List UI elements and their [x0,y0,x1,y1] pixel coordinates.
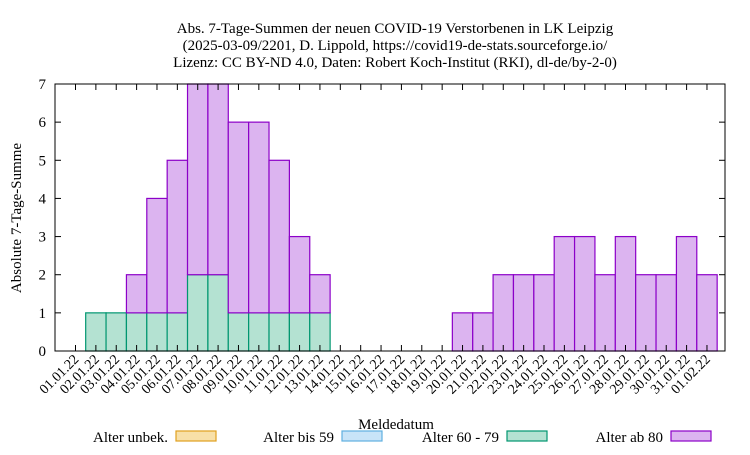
bar-alter-ab-80-10.01.22 [248,121,270,314]
y-tick-label: 4 [39,191,47,207]
y-tick-label: 5 [39,153,47,169]
bar-alter-ab-80-13.01.22 [309,274,331,314]
x-axis-label: Meldedatum [358,417,434,433]
bar-alter-ab-80-27.01.22 [594,274,616,352]
legend-label: Alter 60 - 79 [422,430,499,446]
bar-alter-ab-80-05.01.22 [146,197,168,314]
bar-alter-ab-80-09.01.22 [227,121,250,314]
y-tick-label: 7 [39,77,47,93]
legend-label: Alter bis 59 [263,430,334,446]
bar-alter-60-79-08.01.22 [207,274,229,352]
bar-alter-ab-80-30.01.22 [655,274,678,352]
bar-alter-ab-80-28.01.22 [614,235,637,352]
legend-label: Alter unbek. [93,430,168,446]
bar-alter-ab-80-04.01.22 [125,274,148,314]
bar-alter-ab-80-01.02.22 [696,274,718,352]
bars-group [85,83,718,352]
bar-alter-ab-80-12.01.22 [288,235,311,314]
legend-swatch [175,430,217,442]
legend-swatch [506,430,548,442]
title-line-3: Lizenz: CC BY-ND 4.0, Daten: Robert Koch… [173,55,617,71]
title-line-1: Abs. 7-Tage-Summen der neuen COVID-19 Ve… [177,21,614,37]
bar-alter-ab-80-29.01.22 [635,274,657,352]
bar-alter-ab-80-06.01.22 [166,159,189,314]
bar-alter-ab-80-24.01.22 [533,274,555,352]
y-axis: 0 1 2 3 4 5 6 7 [39,77,725,360]
bar-alter-ab-80-08.01.22 [207,83,229,276]
legend: Alter unbek. Alter bis 59 Alter 60 - 79 Alt… [93,430,712,446]
chart-title: Abs. 7-Tage-Summen der neuen COVID-19 Ve… [173,21,617,71]
bar-alter-ab-80-07.01.22 [186,83,209,276]
y-tick-label: 3 [39,230,47,246]
legend-label: Alter ab 80 [596,430,663,446]
y-tick-label: 1 [39,306,47,322]
y-tick-label: 2 [39,268,47,284]
legend-swatch [670,430,712,442]
bar-alter-ab-80-23.01.22 [512,274,535,352]
bar-alter-ab-80-26.01.22 [573,235,596,352]
legend-swatch [341,430,383,442]
bar-alter-ab-80-22.01.22 [492,274,515,352]
bar-alter-60-79-07.01.22 [186,274,209,352]
y-tick-label: 6 [39,115,47,131]
y-axis-label: Absolute 7-Tage-Summe [9,143,25,294]
plot-frame [54,83,726,352]
title-line-2: (2025-03-09/2201, D. Lippold, https://co… [183,38,608,54]
y-tick-label: 0 [39,344,47,360]
bar-alter-ab-80-11.01.22 [268,159,290,314]
bar-alter-ab-80-31.01.22 [675,235,698,352]
bar-alter-ab-80-25.01.22 [553,235,576,352]
